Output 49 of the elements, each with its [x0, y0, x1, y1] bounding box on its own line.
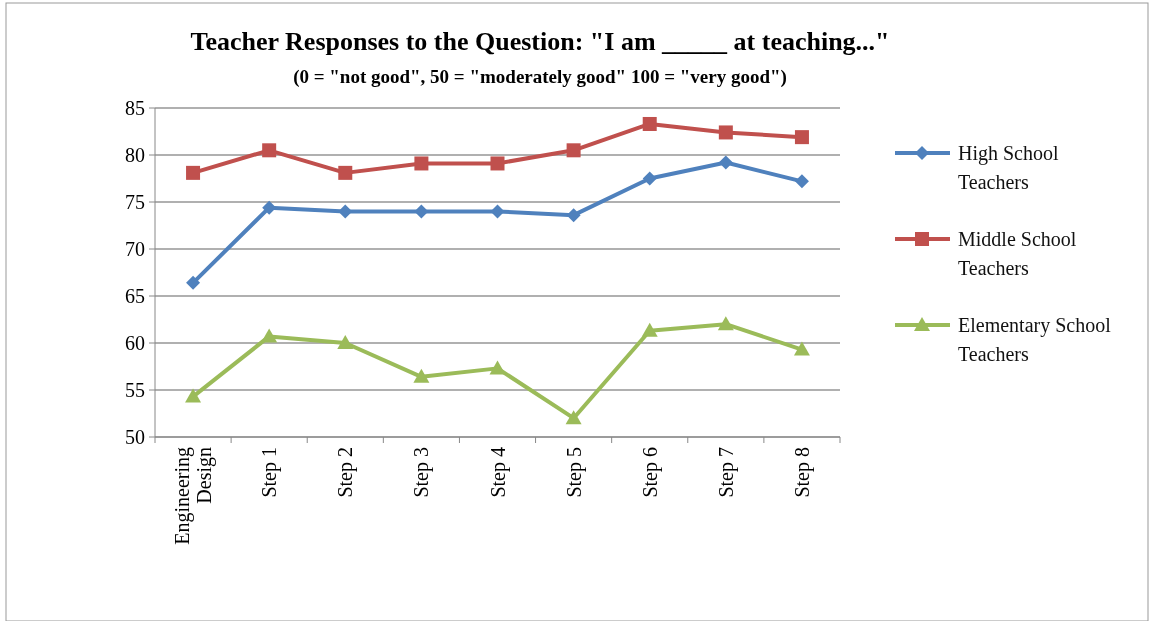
point	[641, 322, 658, 337]
point	[186, 165, 201, 180]
x-tick-label: Step 3	[410, 447, 434, 498]
point	[414, 204, 429, 219]
point	[566, 143, 581, 158]
point	[717, 316, 734, 331]
point	[718, 155, 733, 170]
chart-subtitle: (0 = "not good", 50 = "moderately good" 100 = "very good")	[293, 66, 787, 88]
y-tick-label: 65	[125, 285, 145, 307]
legend-label: Middle School Teachers	[958, 228, 1077, 279]
y-tick-label: 80	[125, 144, 145, 166]
point	[261, 328, 278, 343]
x-tick-label: Step 5	[562, 447, 586, 498]
y-tick-label: 85	[125, 97, 145, 119]
x-tick-label: Step 4	[486, 447, 510, 498]
point	[490, 204, 505, 219]
legend-label: Elementary School Teachers	[958, 314, 1112, 365]
point	[642, 171, 657, 186]
point	[794, 174, 809, 189]
y-tick-label: 70	[125, 238, 145, 260]
point	[565, 410, 582, 425]
point	[262, 143, 277, 158]
point	[413, 368, 430, 383]
point	[642, 116, 657, 131]
y-tick-label: 60	[125, 332, 145, 354]
x-tick-label: Step 2	[334, 447, 358, 498]
point	[566, 208, 581, 223]
point	[793, 341, 810, 356]
x-tick-label: Step 6	[638, 447, 662, 498]
point	[414, 156, 429, 171]
point	[337, 335, 354, 349]
point	[338, 165, 353, 180]
point	[489, 360, 506, 375]
y-tick-label: 55	[125, 379, 145, 401]
point	[186, 275, 201, 290]
y-tick-label: 50	[125, 426, 145, 448]
y-tick-label: 75	[125, 191, 145, 213]
point	[338, 204, 353, 219]
point	[794, 130, 809, 145]
point	[262, 200, 277, 215]
point	[185, 388, 202, 403]
x-tick-label: Engineering Design	[171, 447, 217, 545]
point	[490, 156, 505, 171]
x-tick-label: Step 8	[790, 447, 814, 498]
chart-title: Teacher Responses to the Question: "I am _____ at teaching..."	[190, 27, 890, 56]
x-tick-label: Step 1	[258, 447, 282, 498]
point	[718, 125, 733, 140]
x-tick-label: Step 7	[714, 447, 738, 498]
legend-label: High School Teachers	[958, 142, 1059, 193]
